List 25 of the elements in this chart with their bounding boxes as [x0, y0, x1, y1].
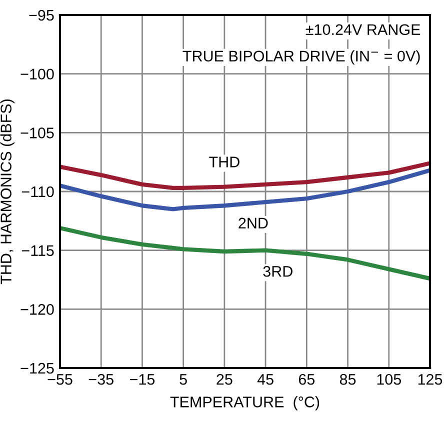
x-tick-label: 85 — [340, 374, 356, 385]
y-tick-label: −110 — [22, 186, 54, 198]
x-tick-label: −55 — [48, 374, 72, 385]
x-tick-label: 45 — [257, 374, 274, 385]
y-tick-label: −115 — [22, 245, 54, 256]
annotation: TRUE BIPOLAR DRIVE (IN$^{−}$ = 0V) — [182, 50, 420, 65]
y-tick-label: −125 — [20, 362, 54, 374]
y-tick-label: −95 — [29, 10, 54, 21]
x-tick-label: 105 — [377, 374, 401, 385]
annotation: ±10.24V RANGE — [306, 24, 420, 36]
y-tick-label: −100 — [20, 68, 54, 80]
x-tick-label: −15 — [130, 374, 155, 385]
y-axis-title: THD, HARMONICS (dBFS) — [0, 100, 14, 284]
x-tick-label: 5 — [180, 374, 187, 385]
line-series — [60, 168, 430, 212]
x-tick-label: 65 — [298, 374, 315, 385]
annotation: 2ND — [238, 218, 268, 228]
y-tick-label: −120 — [20, 304, 54, 315]
x-tick-label: 25 — [216, 374, 232, 385]
x-axis-title: TEMPERATURE (°C) — [170, 396, 320, 410]
y-tick-label: −105 — [20, 128, 54, 138]
x-tick-label: 125 — [418, 374, 442, 385]
x-tick-label: −35 — [88, 374, 114, 385]
annotation: 3RD — [263, 266, 292, 277]
annotation: THD — [209, 156, 240, 168]
